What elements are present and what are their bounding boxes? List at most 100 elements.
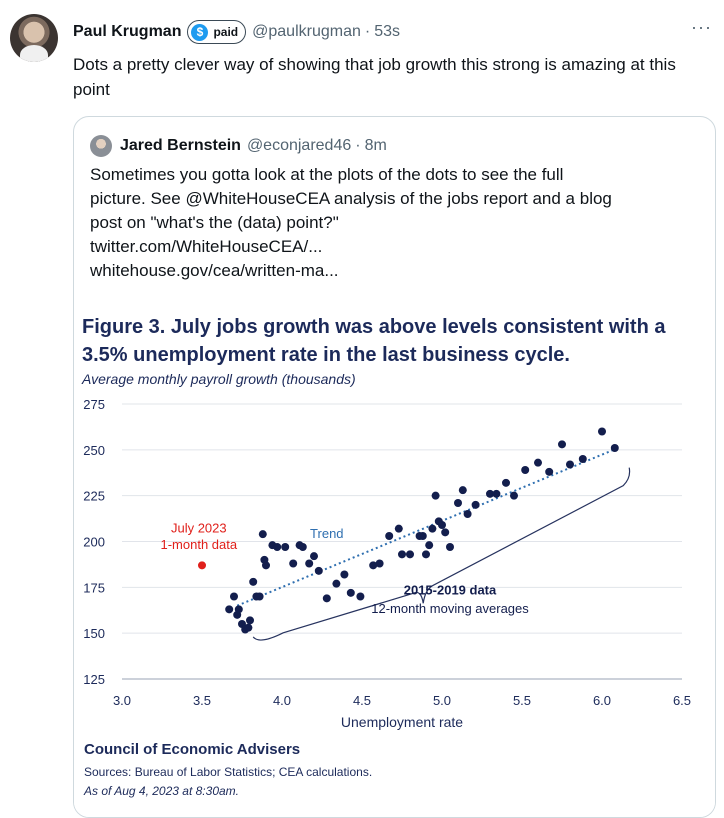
y-tick-label: 225 <box>83 489 105 504</box>
data-point <box>510 491 518 500</box>
data-point <box>314 566 323 575</box>
chart-footer-date: As of Aug 4, 2023 at 8:30am. <box>84 784 239 798</box>
data-point <box>566 460 574 469</box>
data-point <box>340 570 349 579</box>
data-point <box>369 561 378 570</box>
tweet-header: Paul Krugman $ paid @paulkrugman · 53s <box>73 20 401 44</box>
data-point <box>258 530 267 539</box>
chart-title: Figure 3. July jobs growth was above lev… <box>82 313 702 369</box>
meta-separator: · <box>364 23 371 40</box>
data-point <box>230 592 238 601</box>
chart-image[interactable]: Figure 3. July jobs growth was above lev… <box>74 301 715 817</box>
quoted-tweet[interactable]: Jared Bernstein @econjared46 · 8m Someti… <box>73 116 716 818</box>
data-point <box>273 543 282 551</box>
data-point <box>454 499 462 507</box>
data-point <box>471 500 480 509</box>
data-point <box>458 486 467 495</box>
x-tick-label: 5.5 <box>513 693 531 708</box>
author-avatar[interactable] <box>10 14 58 62</box>
chart-title-line1: Figure 3. July jobs growth was above lev… <box>82 316 666 338</box>
data-point <box>356 592 365 601</box>
data-point <box>578 455 587 463</box>
data-point <box>446 543 454 551</box>
data-point <box>305 559 314 568</box>
chart-footer-org: Council of Economic Advisers <box>84 741 301 758</box>
data-point <box>502 478 510 487</box>
data-point <box>422 550 430 559</box>
y-tick-label: 200 <box>83 535 105 550</box>
data-point <box>234 605 243 614</box>
x-axis-title: Unemployment rate <box>341 714 463 730</box>
data-point <box>610 444 619 452</box>
y-tick-label: 250 <box>83 443 105 458</box>
scatter-plot: 125 150 175 200 225 250 275 3.0 3.5 4.0 4.5 5.0 5.5 6… <box>83 397 691 730</box>
paid-badge[interactable]: $ paid <box>187 20 247 44</box>
bracket-annotation <box>252 467 631 641</box>
data-point <box>558 440 566 449</box>
data-point <box>598 427 606 436</box>
data-point <box>425 541 434 550</box>
badge-label: paid <box>213 25 239 39</box>
dollar-sign-icon: $ <box>191 23 209 41</box>
data-point <box>310 552 318 561</box>
quoted-author-handle[interactable]: @econjared46 <box>246 137 352 154</box>
trend-line <box>236 447 619 607</box>
data-point <box>431 491 440 500</box>
x-tick-label: 6.0 <box>593 693 611 708</box>
data-point <box>246 616 254 625</box>
data-point <box>394 524 403 533</box>
quoted-tweet-header: Jared Bernstein @econjared46 · 8m <box>90 135 387 157</box>
x-tick-label: 4.0 <box>273 693 291 708</box>
quoted-meta-separator: · <box>355 137 361 154</box>
data-point <box>225 605 234 614</box>
tweet-timestamp[interactable]: 53s <box>374 23 401 40</box>
more-options-icon[interactable]: ··· <box>691 17 712 37</box>
data-point <box>385 532 394 540</box>
data-point <box>545 467 554 476</box>
july-2023-point <box>198 561 206 570</box>
y-tick-label: 125 <box>83 672 105 687</box>
y-tick-label: 275 <box>83 397 105 412</box>
quoted-timestamp[interactable]: 8m <box>364 137 387 154</box>
data-point <box>332 579 341 588</box>
quoted-link-whitehouse[interactable]: whitehouse.gov/cea/written-ma... <box>90 261 339 280</box>
data-point <box>281 543 290 551</box>
data-point <box>244 623 253 632</box>
data-point <box>418 532 427 540</box>
trend-label: Trend <box>310 526 343 541</box>
y-tick-label: 150 <box>83 626 105 641</box>
quoted-link-twitter[interactable]: twitter.com/WhiteHouseCEA/... <box>90 237 323 256</box>
author-name[interactable]: Paul Krugman <box>73 23 182 40</box>
july-2023-sublabel: 1-month data <box>160 537 237 552</box>
x-tick-label: 5.0 <box>433 693 451 708</box>
data-point <box>255 592 264 601</box>
data-point <box>534 458 542 467</box>
data-point <box>463 510 472 518</box>
x-tick-label: 3.0 <box>113 693 131 708</box>
data-point <box>262 561 270 570</box>
quoted-text-line: picture. See @WhiteHouseCEA analysis of … <box>90 189 612 208</box>
data-point <box>492 489 501 498</box>
data-point <box>398 550 406 559</box>
data-point <box>298 543 307 551</box>
data-point <box>289 559 298 568</box>
data-point <box>438 521 446 529</box>
x-tick-label: 3.5 <box>193 693 211 708</box>
series-label-2015-2019: 2015-2019 data <box>404 583 497 598</box>
data-point <box>441 528 450 537</box>
tweet-text: Dots a pretty clever way of showing that… <box>73 55 676 99</box>
x-tick-label: 6.5 <box>673 693 691 708</box>
quoted-text-line: post on "what's the (data) point?" <box>90 213 339 232</box>
x-tick-label: 4.5 <box>353 693 371 708</box>
chart-footer-sources: Sources: Bureau of Labor Statistics; CEA… <box>84 765 373 779</box>
data-point <box>406 550 414 559</box>
quoted-author-avatar[interactable] <box>90 135 112 157</box>
july-2023-label: July 2023 <box>171 520 227 535</box>
series-sublabel-2015-2019: 12-month moving averages <box>371 601 529 616</box>
author-handle[interactable]: @paulkrugman <box>252 23 361 40</box>
data-point <box>486 489 494 498</box>
quoted-tweet-text: Sometimes you gotta look at the plots of… <box>90 163 700 283</box>
chart-title-line2: 3.5% unemployment rate in the last busin… <box>82 344 570 366</box>
y-tick-label: 175 <box>83 580 105 595</box>
quoted-author-name[interactable]: Jared Bernstein <box>120 137 241 154</box>
